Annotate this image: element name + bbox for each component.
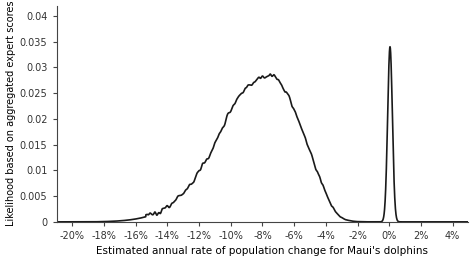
X-axis label: Estimated annual rate of population change for Maui's dolphins: Estimated annual rate of population chan… [97, 247, 428, 256]
Y-axis label: Likelihood based on aggregated expert scores: Likelihood based on aggregated expert sc… [6, 1, 16, 226]
